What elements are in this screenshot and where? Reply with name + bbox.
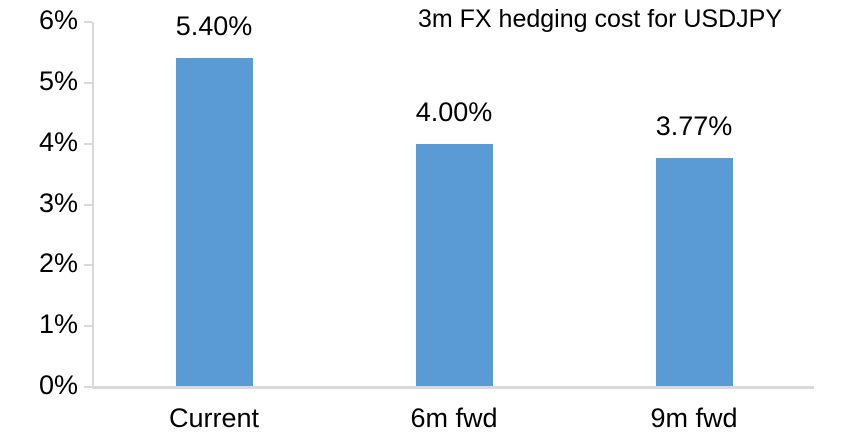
bar-9m-fwd bbox=[656, 158, 733, 386]
bar-data-label: 3.77% bbox=[655, 111, 733, 141]
bar-6m-fwd bbox=[416, 144, 493, 386]
y-tick-label: 6% bbox=[38, 5, 78, 35]
y-tick-mark bbox=[84, 82, 92, 84]
bar-data-label: 4.00% bbox=[415, 97, 493, 127]
y-tick-label: 4% bbox=[38, 127, 78, 157]
y-axis-line bbox=[92, 22, 94, 386]
y-tick-label: 0% bbox=[38, 370, 78, 400]
y-tick-mark bbox=[84, 264, 92, 266]
y-tick-label: 3% bbox=[38, 188, 78, 218]
bar-current bbox=[176, 58, 253, 386]
y-tick-mark bbox=[84, 143, 92, 145]
y-tick-mark bbox=[84, 386, 92, 388]
y-tick-mark bbox=[84, 204, 92, 206]
bar-data-label: 5.40% bbox=[175, 11, 253, 41]
y-tick-label: 1% bbox=[38, 309, 78, 339]
x-category-label: 9m fwd bbox=[650, 403, 738, 433]
x-axis-line bbox=[92, 386, 814, 389]
x-category-label: 6m fwd bbox=[410, 403, 498, 433]
y-tick-label: 2% bbox=[38, 248, 78, 278]
y-tick-mark bbox=[84, 21, 92, 23]
y-tick-label: 5% bbox=[38, 66, 78, 96]
x-category-label: Current bbox=[168, 403, 260, 433]
chart-title: 3m FX hedging cost for USDJPY bbox=[417, 5, 783, 33]
y-tick-mark bbox=[84, 325, 92, 327]
